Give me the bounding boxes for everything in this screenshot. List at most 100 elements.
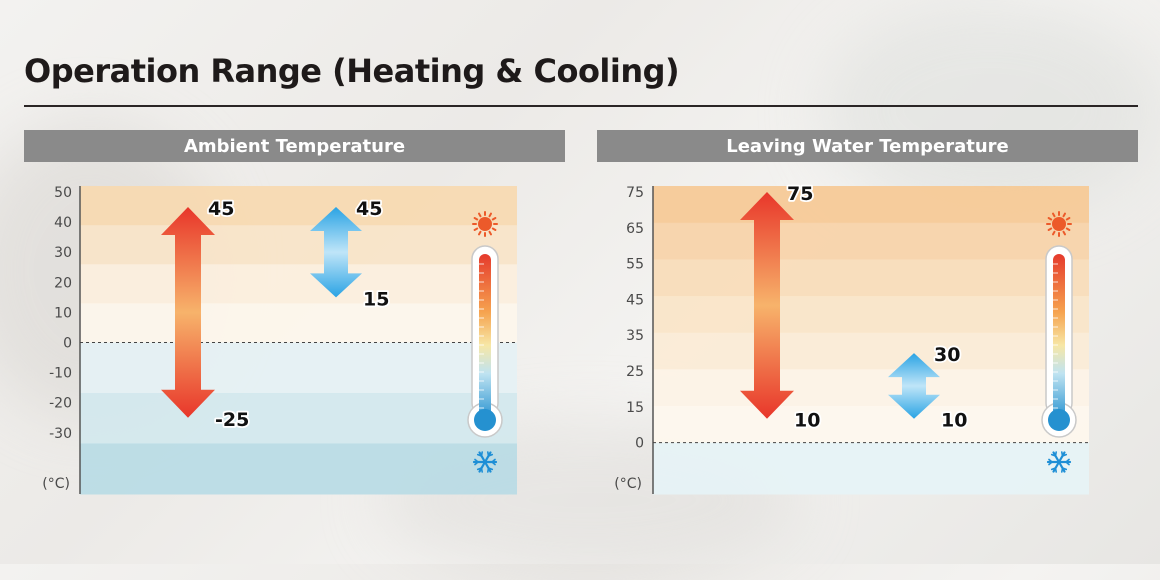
cold-band [80,393,517,444]
y-tick-label: 30 [54,245,72,261]
sun-ray [1047,217,1053,221]
sun-ray [1047,227,1053,231]
background-blur [820,0,1160,220]
heating-range-arrow [161,207,215,418]
snowflake-branch [1048,461,1053,466]
snowflake-icon [472,451,498,473]
y-tick-label: 65 [626,221,644,237]
min-value-label: 15 [363,288,389,310]
min-value-label: 10 [794,410,820,432]
y-tick-label: 10 [54,305,72,321]
sun-ray [1062,212,1066,218]
y-tick-label: 25 [626,364,644,380]
warm-band [80,303,517,343]
sun-icon [1046,211,1072,237]
snowflake-branch [1061,467,1068,471]
warm-band [80,264,517,304]
sun-ray [473,217,479,221]
y-tick-label: -10 [49,366,72,382]
sun-ray [1052,212,1056,218]
heating-range-arrow [740,192,794,419]
sun-core [478,217,492,231]
snowflake-branch [476,453,483,457]
thermometer-tube [1053,254,1065,420]
y-tick-label: 0 [635,436,644,452]
snowflake-branch [487,467,494,471]
cooling-range-arrow [310,207,362,298]
title-divider [24,105,1138,107]
snowflake-branch [1054,467,1058,473]
unit-label: (°C) [614,476,642,492]
sun-ray [1065,217,1071,221]
snowflake-branch [1065,458,1070,463]
sun-icon [472,211,498,237]
ambient-panel-header: Ambient Temperature [24,130,565,162]
snowflake-arm [483,451,492,464]
max-value-label: 75 [787,183,813,205]
min-value-label: 10 [941,410,967,432]
thermometer-icon [467,245,503,438]
snowflake-branch [480,467,484,473]
y-tick-label: 0 [63,336,72,352]
max-value-label: 30 [934,344,960,366]
warm-band [653,186,1089,224]
snowflake-branch [491,458,496,463]
thermometer-bulb [474,409,496,431]
sun-ray [1065,227,1071,231]
snowflake-arm [478,460,487,473]
snowflake-arm [1057,451,1066,464]
snowflake-branch [474,461,479,466]
snowflake-icon [1046,451,1072,473]
sun-ray [478,230,482,236]
snowflake-branch [486,451,490,457]
snowflake-arm [1052,460,1061,473]
sun-ray [1062,230,1066,236]
snowflake-branch [1050,453,1057,457]
thermometer-tube [479,254,491,420]
sun-ray [491,217,497,221]
y-tick-label: 50 [54,185,72,201]
max-value-label: 45 [208,198,234,220]
min-value-label: -25 [215,409,249,431]
sun-ray [491,227,497,231]
operation-range-charts: 50 40 30 20 10 0 -10 -20 -30 (°C) 45 -25 45 15 75 65 55 4… [42,181,1089,495]
sun-core [1052,217,1066,231]
cold-band [80,443,517,495]
y-tick-label: 75 [626,185,644,201]
sun-ray [1052,230,1056,236]
snowflake-arm [483,460,492,473]
warm-band [653,369,1089,407]
warm-band [653,259,1089,297]
thermometer-bulb [1048,409,1070,431]
unit-label: (°C) [42,476,70,492]
cold-band [80,342,517,394]
y-tick-label: 45 [626,292,644,308]
sun-ray [488,230,492,236]
y-tick-label: 20 [54,275,72,291]
page-title: Operation Range (Heating & Cooling) [24,52,680,90]
snowflake-branch [1060,451,1064,457]
warm-band [80,225,517,265]
warm-band [653,222,1089,260]
warm-band [653,295,1089,334]
cold-band [653,442,1089,495]
snowflake-arm [1052,451,1061,464]
warm-band [653,332,1089,370]
sun-ray [478,212,482,218]
y-tick-label: 15 [626,400,644,416]
warm-band [80,186,517,226]
sun-ray [488,212,492,218]
thermometer-icon [1041,245,1077,438]
snowflake-arm [1057,460,1066,473]
max-value-label: 45 [356,198,382,220]
y-tick-label: 35 [626,328,644,344]
y-tick-label: -20 [49,396,72,412]
y-tick-label: -30 [49,426,72,442]
cooling-range-arrow [888,353,940,419]
water-panel-header: Leaving Water Temperature [597,130,1138,162]
y-tick-label: 55 [626,257,644,273]
sun-ray [473,227,479,231]
warm-band [653,405,1089,444]
snowflake-arm [478,451,487,464]
y-tick-label: 40 [54,215,72,231]
